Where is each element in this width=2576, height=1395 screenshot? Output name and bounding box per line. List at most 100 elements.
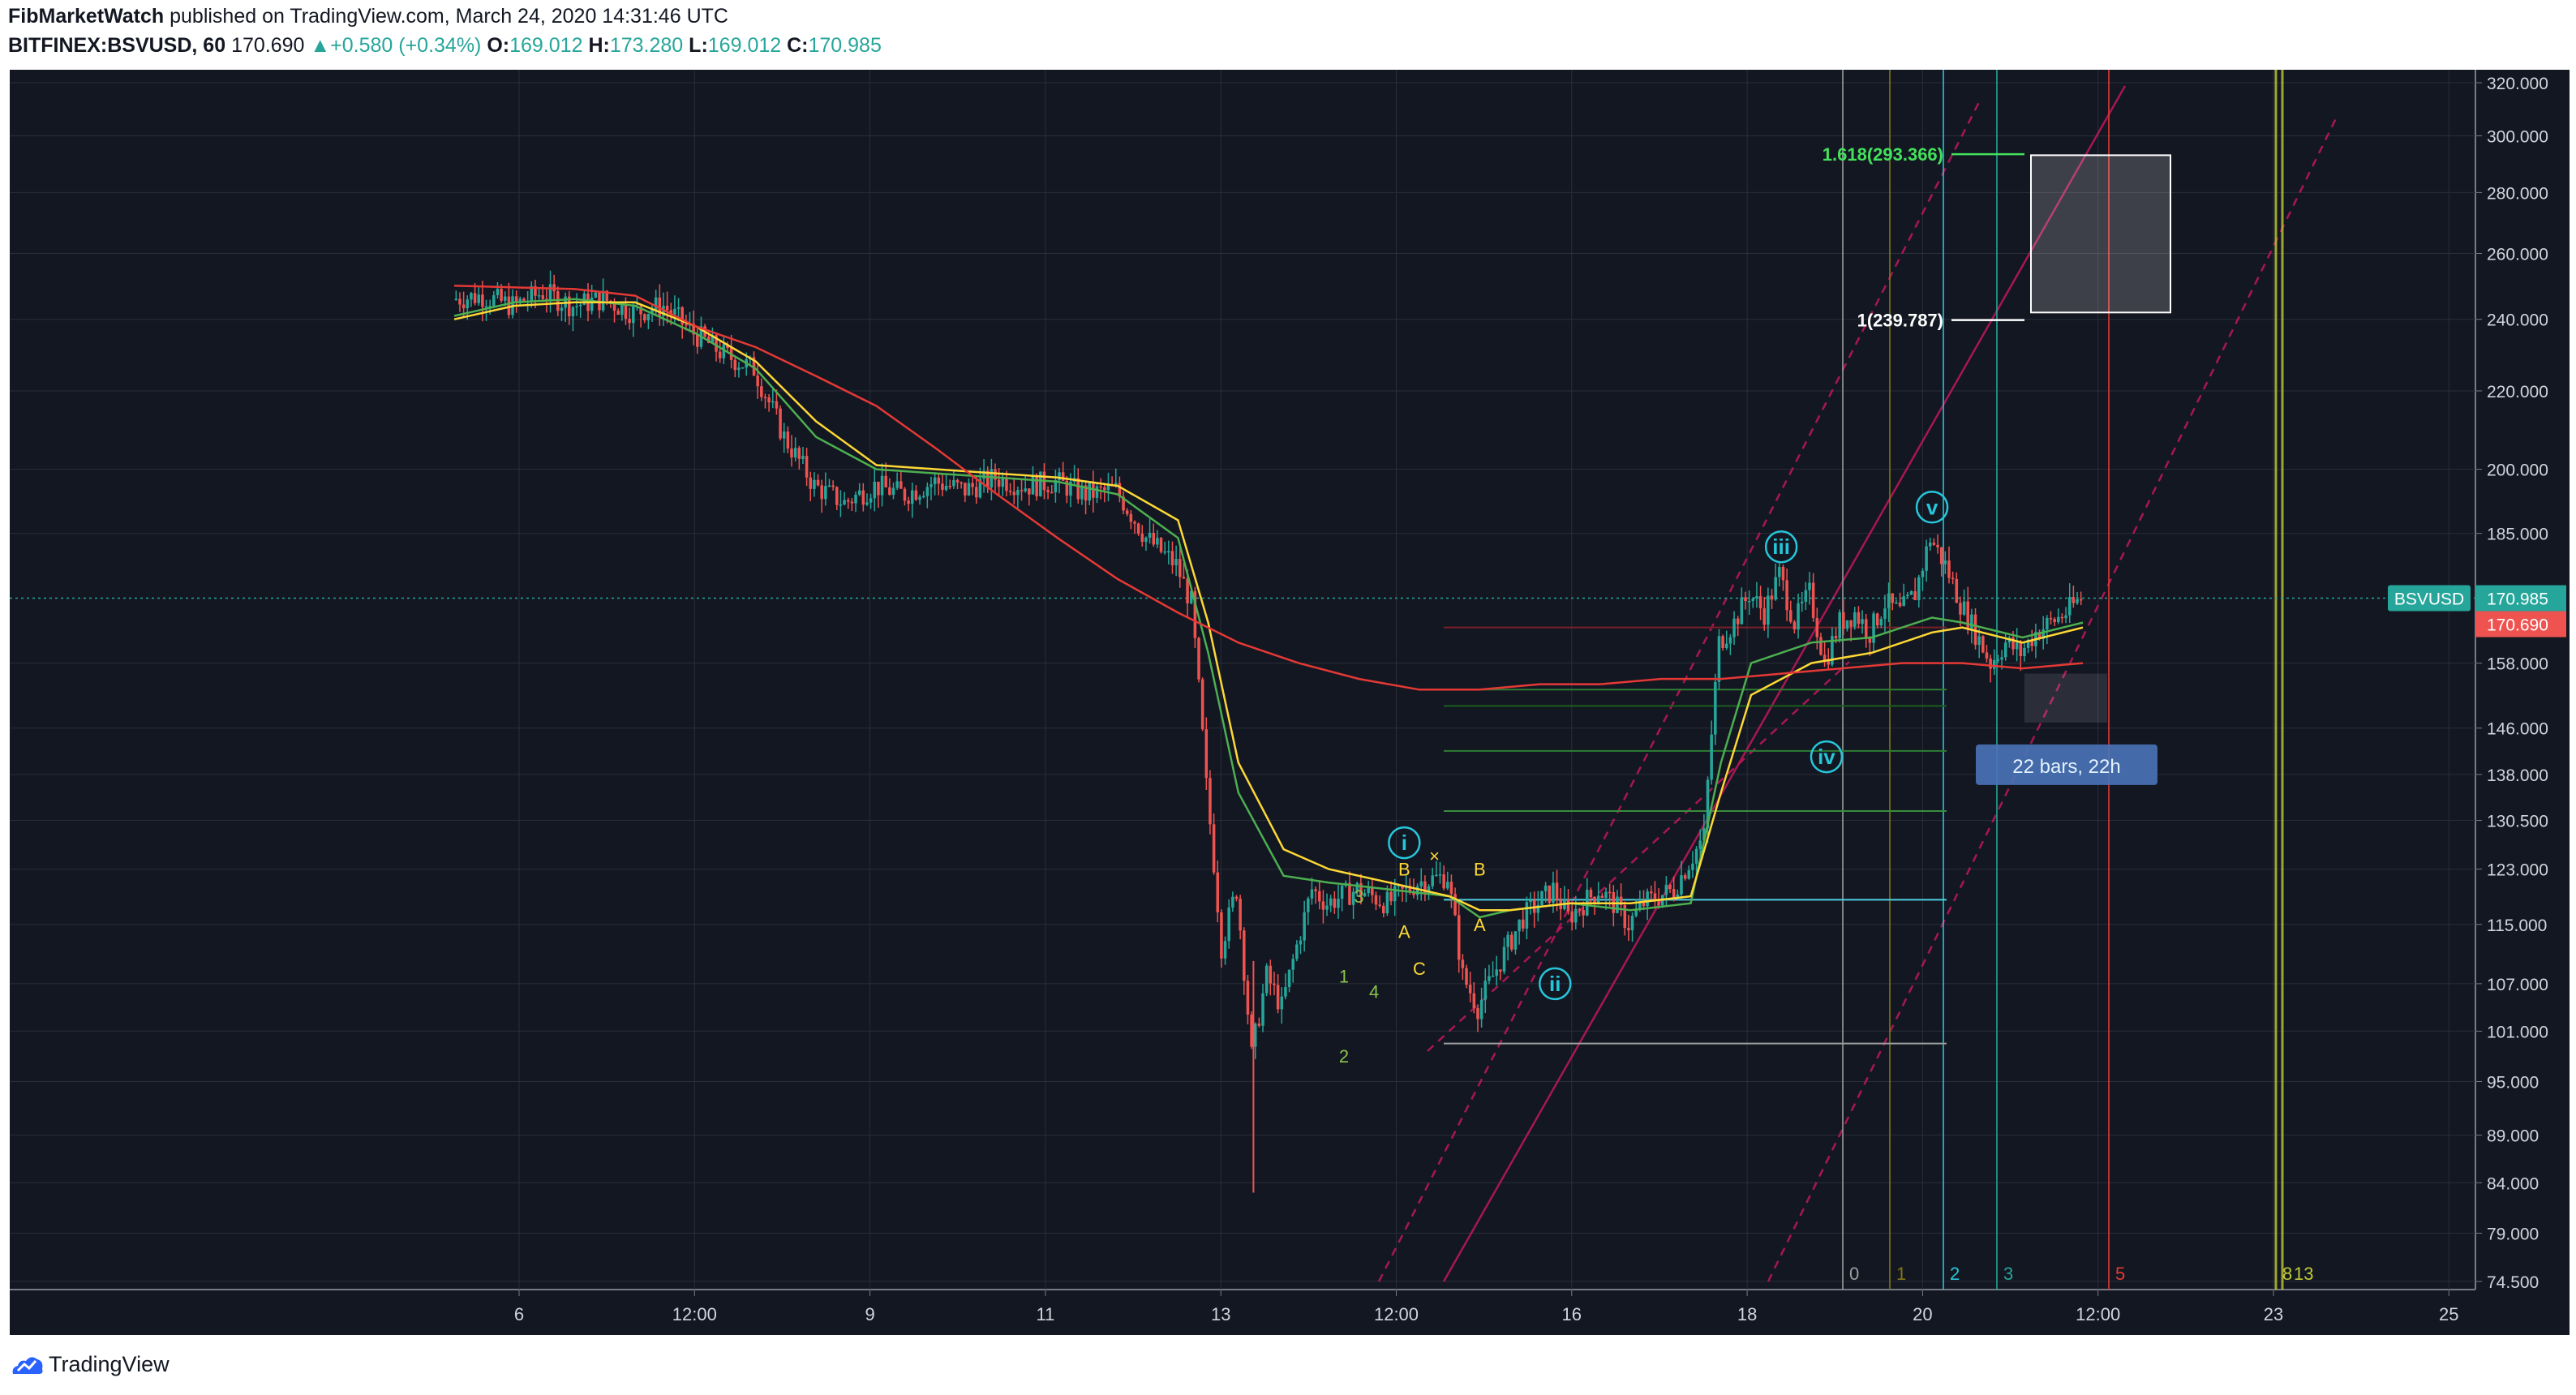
candle-body	[1529, 899, 1532, 903]
candle-body	[1216, 872, 1220, 912]
wave-label: ×	[1429, 846, 1440, 866]
candle-body	[654, 297, 658, 310]
candle-body	[1231, 896, 1234, 908]
candle-body	[1054, 479, 1058, 493]
candle-body	[594, 292, 598, 298]
candle-body	[1431, 875, 1434, 886]
candle-body	[1385, 891, 1389, 914]
candle-body	[2000, 657, 2003, 660]
candle-body	[1770, 595, 1774, 600]
candle-body	[1106, 484, 1110, 491]
candle-body	[1136, 523, 1140, 534]
candle-body	[1616, 896, 1619, 913]
candle-body	[1898, 602, 1902, 607]
candle-body	[1993, 659, 1996, 669]
candle-body	[1804, 590, 1808, 602]
candle-body	[1118, 483, 1122, 497]
candle-body	[1209, 778, 1212, 825]
candle-body	[1543, 885, 1548, 891]
last-price-tag	[2475, 611, 2566, 637]
candle-body	[1423, 881, 1427, 894]
price-axis[interactable]: 320.000 300.000 280.000 260.000 240.000 220.0…	[2388, 75, 2566, 1292]
candle-body	[786, 431, 790, 449]
candle-body	[1740, 597, 1744, 625]
candle-body	[1442, 874, 1445, 889]
candle-body	[1046, 490, 1050, 492]
candle-body	[2079, 599, 2083, 601]
wave-label-circle	[1915, 491, 1949, 524]
candle-body	[1167, 551, 1170, 553]
candle-body	[733, 359, 737, 371]
candle-body	[1220, 912, 1223, 959]
candle-body	[1397, 885, 1401, 886]
y-tick-label: 107.000	[2487, 976, 2548, 994]
close-price-label: 170.985	[2487, 590, 2548, 609]
candle-body	[1378, 904, 1381, 906]
candle-body	[1234, 896, 1239, 899]
candle-body	[1887, 593, 1891, 609]
candle-body	[639, 306, 642, 315]
candle-body	[1348, 882, 1351, 905]
candle-body	[737, 367, 741, 371]
candle-body	[1657, 901, 1660, 906]
candle-body	[2015, 642, 2019, 650]
candle-body	[1179, 559, 1182, 577]
candle-body	[2072, 597, 2076, 603]
candle-body	[484, 306, 488, 308]
candle-body	[1834, 636, 1838, 639]
candle-body	[2057, 616, 2060, 623]
candle-body	[1371, 887, 1374, 895]
candle-body	[534, 285, 537, 296]
candle-body	[1314, 889, 1317, 891]
candle-body	[1337, 899, 1340, 908]
brand-name[interactable]: TradingView	[49, 1352, 170, 1376]
candle-body	[1875, 613, 1879, 626]
candle-body	[930, 484, 933, 487]
candle-body	[1959, 603, 1962, 615]
candle-body	[1028, 488, 1031, 495]
candle-body	[1024, 488, 1027, 491]
fib-time-label: 0	[1849, 1264, 1859, 1284]
author-name[interactable]: FibMarketWatch	[8, 5, 165, 28]
y-tick-label: 74.500	[2487, 1273, 2539, 1292]
candle-body	[1627, 928, 1630, 931]
candle-body	[982, 470, 985, 479]
candle-body	[1548, 885, 1552, 903]
candle-body	[696, 334, 699, 347]
candle-body	[492, 294, 496, 307]
candle-body	[1076, 478, 1080, 500]
candle-body	[1664, 884, 1668, 895]
candle-body	[2049, 618, 2053, 620]
y-tick-label: 280.000	[2487, 184, 2548, 203]
y-tick-label: 220.000	[2487, 383, 2548, 401]
x-tick-label: 13	[1211, 1304, 1230, 1324]
candle-body	[500, 289, 503, 301]
high-value: 173.280	[609, 34, 684, 57]
candle-body	[861, 490, 865, 505]
chart-area[interactable]: 0 1 2 3 5 8 13 1.618(293.366) 1(239.787) i ii iii i…	[0, 70, 2576, 1338]
candle-body	[820, 485, 823, 500]
candle-body	[1099, 486, 1102, 488]
candle-body	[763, 397, 767, 398]
candle-body	[1751, 598, 1755, 601]
candle-body	[782, 431, 786, 439]
candle-body	[1152, 533, 1155, 545]
candle-body	[741, 367, 745, 369]
candle-body	[1506, 934, 1509, 947]
y-tick-label: 84.000	[2487, 1174, 2539, 1193]
candle-body	[685, 324, 688, 326]
moving-average-fast	[453, 298, 2084, 919]
candle-body	[1593, 897, 1596, 903]
candle-body	[673, 308, 676, 315]
symbol-label[interactable]: BITFINEX:BSVUSD, 60	[8, 34, 226, 57]
candle-body	[1303, 912, 1306, 941]
candle-body	[1755, 596, 1758, 599]
candle-body	[658, 297, 662, 316]
candle-body	[481, 294, 484, 307]
channel-line	[1442, 85, 2127, 1282]
price-chart[interactable]: 0 1 2 3 5 8 131.618(293.366)1(239.787) iiiiiii…	[0, 70, 2576, 1338]
y-tick-label: 260.000	[2487, 246, 2548, 264]
candle-body	[1955, 578, 1959, 603]
